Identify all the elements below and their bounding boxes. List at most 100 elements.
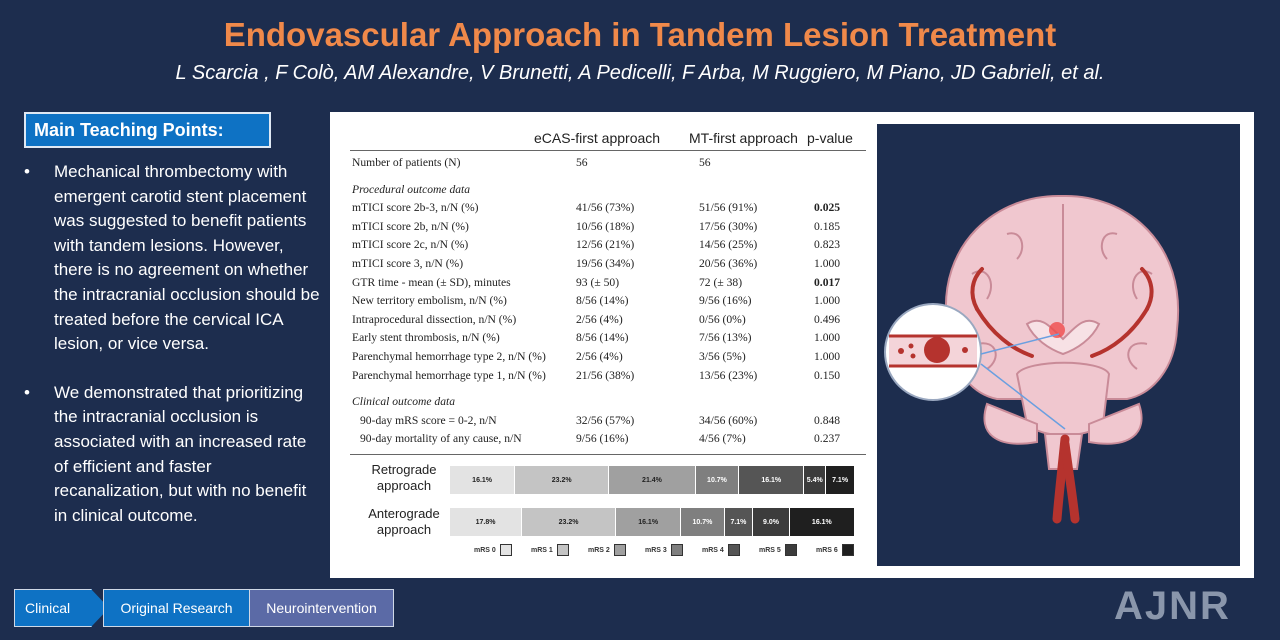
- bar-segment-mrs-3: 10.7%: [695, 466, 740, 494]
- table-cell: 56: [699, 156, 711, 169]
- table-cell: 1.000: [814, 294, 841, 308]
- table-cell: 7/56 (13%): [699, 331, 752, 345]
- legend-label: mRS 5: [759, 546, 781, 554]
- mrs-legend: mRS 0 mRS 1 mRS 2 mRS 3 mRS 4 mRS 5 mRS 6: [474, 544, 864, 558]
- table-cell: 0.185: [814, 219, 841, 233]
- table-cell: mTICI score 2b-3, n/N (%): [352, 201, 479, 215]
- table-cell: GTR time - mean (± SD), minutes: [352, 275, 511, 289]
- table-cell: 19/56 (34%): [576, 256, 635, 270]
- table-cell: 0/56 (0%): [699, 312, 746, 326]
- table-header: eCAS-first approach MT-first approach p-…: [344, 124, 869, 152]
- table-row: mTICI score 2c, n/N (%) 12/56 (21%) 14/56 …: [344, 236, 869, 255]
- legend-label: mRS 0: [474, 546, 496, 554]
- table-cell: 10/56 (18%): [576, 219, 635, 233]
- column-header-mt: MT-first approach: [689, 130, 798, 146]
- bar-label-retrograde: Retrograde approach: [371, 462, 437, 493]
- table-cell: 13/56 (23%): [699, 368, 758, 382]
- table-cell: 51/56 (91%): [699, 201, 758, 215]
- table-cell: Early stent thrombosis, n/N (%): [352, 331, 500, 345]
- legend-item: mRS 5: [759, 544, 797, 556]
- table-row: mTICI score 2b-3, n/N (%) 41/56 (73%) 51/5…: [344, 199, 869, 218]
- table-cell: 8/56 (14%): [576, 331, 629, 345]
- column-header-pvalue: p-value: [807, 130, 853, 146]
- tag-neurointervention[interactable]: Neurointervention: [249, 589, 394, 627]
- table-cell: 90-day mortality of any cause, n/N: [360, 432, 522, 446]
- legend-item: mRS 3: [645, 544, 683, 556]
- legend-item: mRS 1: [531, 544, 569, 556]
- table-row: Intraprocedural dissection, n/N (%) 2/56 …: [344, 311, 869, 330]
- brain-icon: [884, 194, 1180, 524]
- bar-segment-mrs-2: 21.4%: [609, 466, 696, 494]
- legend-swatch: [841, 544, 854, 556]
- table-cell: 56: [576, 156, 588, 169]
- table-cell: Intraprocedural dissection, n/N (%): [352, 312, 517, 326]
- table-cell: 8/56 (14%): [576, 294, 629, 308]
- table-cell: 41/56 (73%): [576, 201, 635, 215]
- bullet-glyph: •: [24, 162, 30, 181]
- table-row: New territory embolism, n/N (%) 8/56 (14%…: [344, 292, 869, 311]
- table-cell: 1.000: [814, 349, 841, 363]
- tag-clinical[interactable]: Clinical: [14, 589, 92, 627]
- table-cell: 21/56 (38%): [576, 368, 635, 382]
- legend-item: mRS 6: [816, 544, 854, 556]
- section-heading: Procedural outcome data: [344, 181, 869, 200]
- table-row: mTICI score 3, n/N (%) 19/56 (34%) 20/56 (…: [344, 255, 869, 274]
- table-cell: 4/56 (7%): [699, 432, 746, 446]
- legend-swatch: [613, 544, 626, 556]
- table-cell: mTICI score 2c, n/N (%): [352, 238, 469, 252]
- legend-swatch: [784, 544, 797, 556]
- legend-label: mRS 6: [816, 546, 838, 554]
- table-cell: 34/56 (60%): [699, 413, 758, 427]
- teaching-point-text: Mechanical thrombectomy with emergent ca…: [54, 162, 320, 354]
- table-cell: 1.000: [814, 256, 841, 270]
- table-cell: 1.000: [814, 331, 841, 345]
- table-cell: 93 (± 50): [576, 275, 620, 289]
- bar-label-anterograde: Anterograde approach: [368, 506, 440, 537]
- teaching-point: • Mechanical thrombectomy with emergent …: [24, 160, 324, 357]
- column-header-ecas: eCAS-first approach: [534, 130, 661, 146]
- legend-item: mRS 2: [588, 544, 626, 556]
- bar-segment-mrs-0: 17.8%: [450, 508, 523, 536]
- table-cell: Parenchymal hemorrhage type 1, n/N (%): [352, 368, 546, 382]
- teaching-point: • We demonstrated that prioritizing the …: [24, 381, 324, 529]
- legend-swatch: [499, 544, 512, 556]
- legend-swatch: [727, 544, 740, 556]
- teaching-point-text: We demonstrated that prioritizing the in…: [54, 382, 307, 525]
- table-cell: 0.025: [814, 201, 841, 215]
- legend-item: mRS 4: [702, 544, 740, 556]
- section-heading-text: Procedural outcome data: [352, 182, 471, 196]
- legend-swatch: [670, 544, 683, 556]
- table-cell: Parenchymal hemorrhage type 2, n/N (%): [352, 349, 546, 363]
- table-cell: 9/56 (16%): [699, 294, 752, 308]
- bar-segment-mrs-5: 5.4%: [804, 466, 827, 494]
- figure-panel: eCAS-first approach MT-first approach p-…: [330, 112, 1254, 578]
- table-body: Number of patients (N) 56 56 Procedural out…: [344, 154, 869, 449]
- table-cell: 17/56 (30%): [699, 219, 758, 233]
- teaching-points-heading: Main Teaching Points:: [24, 112, 271, 148]
- table-row: GTR time - mean (± SD), minutes 93 (± 50)…: [344, 274, 869, 293]
- table-cell: 72 (± 38): [699, 275, 743, 289]
- table-cell: 3/56 (5%): [699, 349, 746, 363]
- bar-segment-mrs-1: 23.2%: [515, 466, 610, 494]
- bar-segment-mrs-6: 7.1%: [826, 466, 855, 494]
- bar-segment-mrs-6: 16.1%: [789, 508, 855, 536]
- table-row: 90-day mortality of any cause, n/N 9/56 (…: [344, 430, 869, 449]
- table-cell: 0.017: [814, 275, 841, 289]
- page-title: Endovascular Approach in Tandem Lesion T…: [223, 16, 1057, 53]
- section-heading-text: Clinical outcome data: [352, 395, 456, 409]
- ajnr-logo: AJNR: [1114, 584, 1231, 628]
- table-cell: Number of patients (N): [352, 156, 461, 169]
- bar-segment-mrs-1: 23.2%: [522, 508, 617, 536]
- tag-original-research[interactable]: Original Research: [103, 589, 250, 627]
- table-cell: 0.237: [814, 432, 841, 446]
- table-cell: New territory embolism, n/N (%): [352, 294, 507, 308]
- table-row: Parenchymal hemorrhage type 1, n/N (%) 21…: [344, 367, 869, 386]
- bar-retrograde: 16.1% 23.2% 21.4% 10.7% 16.1% 5.4% 7.1%: [450, 466, 855, 494]
- brain-illustration: [877, 124, 1240, 566]
- teaching-points-list: • Mechanical thrombectomy with emergent …: [24, 160, 324, 528]
- bar-segment-mrs-0: 16.1%: [450, 466, 516, 494]
- table-row: mTICI score 2b, n/N (%) 10/56 (18%) 17/56 …: [344, 218, 869, 237]
- table-cell: 2/56 (4%): [576, 312, 623, 326]
- table-row: 90-day mRS score = 0-2, n/N 32/56 (57%) 34…: [344, 412, 869, 431]
- bar-segment-mrs-2: 16.1%: [616, 508, 682, 536]
